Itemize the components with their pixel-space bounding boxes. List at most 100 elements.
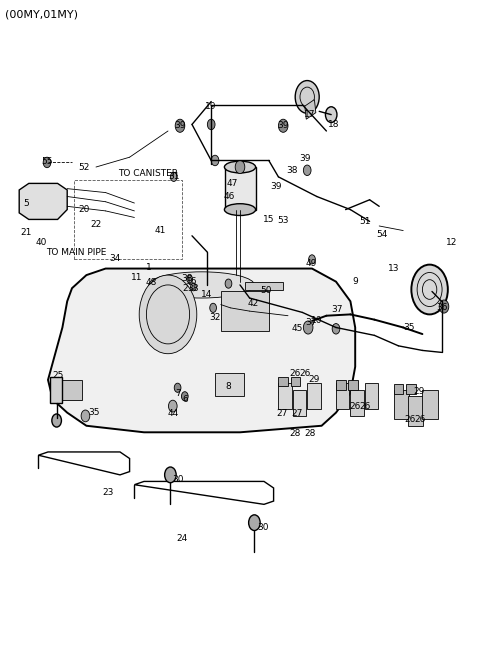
Text: 14: 14 [201, 290, 212, 299]
Bar [215, 373, 244, 396]
Text: 38: 38 [188, 284, 199, 293]
Ellipse shape [149, 272, 254, 298]
Bar [394, 390, 409, 419]
Text: 47: 47 [226, 179, 238, 188]
Circle shape [187, 275, 192, 283]
Bar [278, 377, 288, 386]
Text: 37: 37 [305, 318, 317, 328]
Bar [422, 390, 438, 419]
Text: 27: 27 [291, 409, 302, 419]
Text: 50: 50 [261, 286, 272, 295]
Circle shape [139, 275, 197, 354]
Bar [221, 291, 269, 331]
Text: 22: 22 [90, 220, 102, 229]
Bar [348, 380, 358, 390]
Text: 30: 30 [172, 475, 183, 484]
Text: 10: 10 [311, 316, 323, 326]
Text: 25: 25 [52, 371, 63, 380]
Text: 12: 12 [445, 238, 457, 247]
Circle shape [211, 155, 219, 166]
Circle shape [303, 321, 313, 334]
Circle shape [43, 157, 51, 168]
Text: 26: 26 [299, 369, 311, 378]
Text: 20: 20 [78, 205, 90, 214]
Text: 39: 39 [277, 121, 289, 130]
Circle shape [278, 119, 288, 132]
Text: 21: 21 [21, 228, 32, 237]
Bar [307, 383, 321, 409]
Text: 31: 31 [168, 172, 180, 181]
Circle shape [249, 515, 260, 531]
Text: 28: 28 [289, 429, 301, 438]
Bar [50, 377, 62, 403]
Circle shape [439, 300, 449, 313]
Bar [408, 396, 423, 426]
Text: 38: 38 [286, 166, 298, 175]
Bar [406, 384, 416, 394]
Circle shape [332, 324, 340, 334]
Circle shape [303, 165, 311, 176]
Text: 19: 19 [205, 102, 217, 111]
Bar [74, 180, 182, 259]
Polygon shape [48, 269, 355, 432]
Text: 2: 2 [182, 284, 188, 293]
Polygon shape [305, 100, 316, 119]
Circle shape [235, 160, 245, 174]
Text: 35: 35 [88, 408, 100, 417]
Bar [336, 383, 349, 409]
Circle shape [165, 467, 176, 483]
Bar [278, 383, 292, 409]
Text: 17: 17 [304, 110, 315, 119]
Text: (00MY,01MY): (00MY,01MY) [5, 10, 78, 20]
Text: 15: 15 [263, 215, 275, 224]
Circle shape [309, 255, 315, 264]
Text: 29: 29 [413, 386, 425, 396]
Text: 48: 48 [145, 278, 157, 288]
Text: TO CANISTER: TO CANISTER [118, 169, 178, 178]
Text: 16: 16 [186, 277, 198, 286]
Circle shape [170, 172, 177, 181]
Circle shape [325, 107, 337, 122]
Text: 7: 7 [175, 388, 180, 398]
Text: 6: 6 [182, 395, 188, 404]
Circle shape [207, 119, 215, 130]
Text: 26: 26 [405, 415, 416, 424]
Circle shape [210, 303, 216, 312]
Text: 42: 42 [248, 299, 259, 308]
Text: 34: 34 [109, 254, 121, 263]
Circle shape [174, 383, 181, 392]
Text: 5: 5 [24, 198, 29, 208]
Circle shape [168, 400, 177, 412]
Text: 41: 41 [154, 226, 166, 235]
Text: 24: 24 [177, 534, 188, 543]
Bar [291, 377, 300, 386]
Ellipse shape [225, 204, 255, 215]
Text: 51: 51 [359, 217, 371, 226]
Bar [225, 167, 256, 210]
Circle shape [411, 265, 448, 314]
Text: 8: 8 [225, 382, 231, 391]
Text: 26: 26 [414, 415, 426, 424]
Text: 52: 52 [78, 162, 90, 172]
Text: 35: 35 [404, 323, 415, 332]
Bar [365, 383, 378, 409]
Text: 23: 23 [102, 488, 114, 497]
Circle shape [52, 414, 61, 427]
Text: 55: 55 [41, 157, 53, 166]
Bar [336, 380, 346, 390]
Text: 44: 44 [167, 409, 179, 419]
Text: 30: 30 [257, 523, 269, 532]
Bar [350, 390, 364, 416]
Polygon shape [62, 380, 82, 400]
Text: 53: 53 [277, 215, 289, 225]
Text: 37: 37 [332, 305, 343, 314]
Text: 32: 32 [209, 312, 221, 322]
Text: 49: 49 [305, 259, 317, 269]
Text: 45: 45 [292, 324, 303, 333]
Text: 36: 36 [436, 303, 447, 312]
Text: 39: 39 [174, 121, 186, 130]
Circle shape [295, 81, 319, 113]
Text: 13: 13 [388, 264, 399, 273]
Text: 27: 27 [276, 409, 288, 419]
Circle shape [181, 392, 188, 401]
